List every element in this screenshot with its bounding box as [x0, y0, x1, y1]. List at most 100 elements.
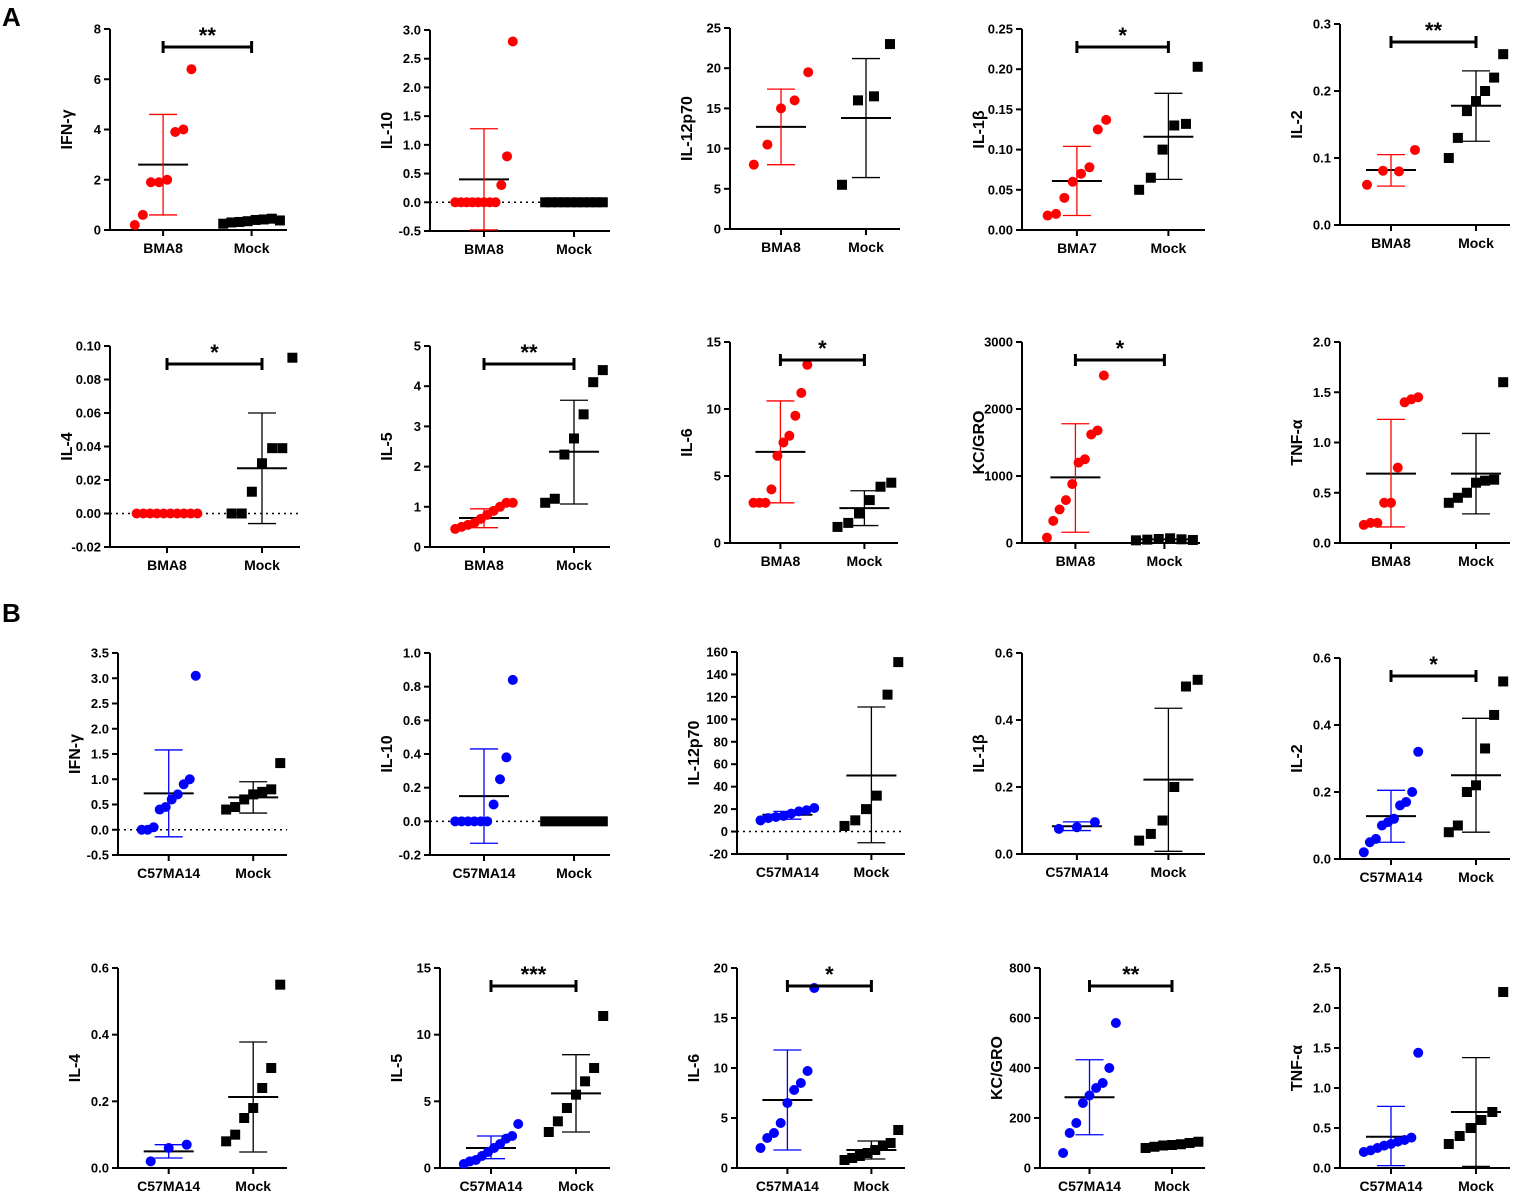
- y-tick-label: 2.5: [91, 696, 109, 711]
- y-tick-label: 160: [706, 645, 728, 660]
- x-category-label: BMA8: [1056, 553, 1096, 569]
- data-point: [1092, 425, 1103, 436]
- y-tick-label: 0: [414, 540, 421, 555]
- data-point: [1487, 1107, 1498, 1117]
- x-category-label: Mock: [1154, 1178, 1190, 1193]
- data-point: [854, 508, 865, 519]
- x-category-label: Mock: [244, 557, 280, 573]
- y-tick-label: 0.04: [76, 439, 102, 454]
- y-tick-label: 2: [414, 459, 421, 474]
- data-point: [569, 433, 579, 444]
- y-axis-title: IL-1β: [971, 734, 988, 772]
- data-point: [1157, 144, 1168, 155]
- y-tick-label: 3.5: [91, 646, 109, 661]
- chart-b6: 0.0 0.2 0.4 0.6 C57MA14 Mock IL-4: [67, 961, 287, 1193]
- y-axis-title: IL-12p70: [686, 720, 703, 785]
- data-point: [501, 752, 512, 763]
- data-point: [803, 67, 814, 78]
- y-tick-label: -20: [709, 847, 728, 862]
- data-point: [796, 387, 807, 398]
- data-point: [772, 450, 783, 461]
- chart-b2: -0.2 0.0 0.2 0.4 0.6 0.8 1.0 C57MA14 Mock IL-10: [379, 646, 610, 881]
- data-point: [559, 816, 570, 827]
- y-tick-label: 20: [714, 802, 728, 817]
- x-category-label: C57MA14: [137, 1178, 200, 1193]
- chart-a7: 0 1 2 3 4 5 BMA8 Mock IL-5 **: [379, 339, 610, 573]
- x-category-label: Mock: [1458, 553, 1494, 569]
- data-point: [1060, 495, 1071, 506]
- y-tick-label: 6: [94, 72, 101, 87]
- data-point: [1406, 1132, 1417, 1143]
- significance-label: *: [1118, 23, 1127, 48]
- y-tick-label: 60: [714, 757, 728, 772]
- y-tick-label: 0.2: [403, 780, 421, 795]
- data-point: [597, 365, 608, 376]
- data-point: [1067, 176, 1078, 187]
- y-tick-label: 0.10: [76, 339, 101, 354]
- x-category-label: C57MA14: [756, 1178, 819, 1193]
- data-point: [1175, 1139, 1186, 1150]
- data-point: [1193, 1136, 1204, 1147]
- data-point: [1098, 370, 1109, 381]
- data-point: [1443, 497, 1454, 508]
- data-point: [1471, 96, 1481, 107]
- y-tick-label: 100: [706, 712, 728, 727]
- data-point: [482, 816, 493, 827]
- y-tick-label: 4: [414, 379, 422, 394]
- data-point: [1454, 1131, 1465, 1141]
- data-point: [1169, 120, 1180, 131]
- data-point: [1386, 497, 1396, 508]
- chart-b8: 0 5 10 15 20 C57MA14 Mock IL-6 *: [686, 961, 905, 1193]
- data-point: [1184, 1138, 1195, 1148]
- y-tick-label: -0.2: [399, 848, 421, 863]
- data-point: [1389, 813, 1400, 824]
- y-tick-label: 15: [714, 1011, 728, 1026]
- data-point: [1067, 479, 1078, 490]
- x-category-label: Mock: [1151, 240, 1187, 256]
- y-tick-label: 0.0: [995, 847, 1013, 862]
- data-point: [802, 1066, 813, 1076]
- data-point: [778, 810, 789, 821]
- data-point: [267, 443, 278, 454]
- y-tick-label: 5: [721, 1111, 728, 1126]
- y-tick-label: 0.6: [91, 961, 109, 976]
- y-tick-label: 8: [94, 22, 101, 37]
- data-point: [1498, 676, 1509, 687]
- data-point: [1071, 1118, 1082, 1128]
- data-point: [1145, 172, 1156, 183]
- data-point: [572, 197, 583, 208]
- x-category-label: Mock: [556, 865, 592, 881]
- x-category-label: Mock: [556, 241, 592, 257]
- data-point: [1358, 847, 1369, 858]
- x-category-label: Mock: [558, 1178, 594, 1193]
- data-point: [1452, 820, 1463, 831]
- data-point: [795, 1078, 806, 1088]
- data-point: [598, 1011, 609, 1021]
- x-category-label: BMA8: [464, 241, 504, 257]
- data-point: [843, 517, 854, 528]
- data-point: [591, 197, 602, 208]
- data-point: [578, 816, 589, 827]
- x-category-label: Mock: [556, 557, 592, 573]
- data-point: [507, 497, 518, 508]
- chart-b9: 0 200 400 600 800 C57MA14 Mock KC/GRO **: [989, 961, 1205, 1193]
- x-category-label: Mock: [234, 240, 270, 256]
- y-tick-label: 200: [1009, 1111, 1031, 1126]
- data-point: [148, 822, 159, 833]
- data-point: [839, 820, 850, 831]
- chart-a1: 0 2 4 6 8 BMA8 Mock IFN-γ **: [59, 22, 287, 256]
- y-tick-label: -0.5: [399, 224, 421, 239]
- data-point: [257, 458, 267, 469]
- y-tick-label: 0.25: [988, 22, 1013, 37]
- data-point: [553, 197, 563, 208]
- data-point: [145, 1156, 156, 1167]
- y-tick-label: 2: [94, 172, 101, 187]
- y-tick-label: 1.5: [1313, 385, 1331, 400]
- significance-label: **: [1122, 962, 1140, 987]
- data-point: [154, 177, 165, 188]
- y-axis-title: IFN-γ: [67, 734, 84, 774]
- data-point: [597, 197, 608, 208]
- data-point: [1378, 165, 1388, 176]
- data-point: [559, 449, 570, 460]
- data-point: [1176, 534, 1187, 545]
